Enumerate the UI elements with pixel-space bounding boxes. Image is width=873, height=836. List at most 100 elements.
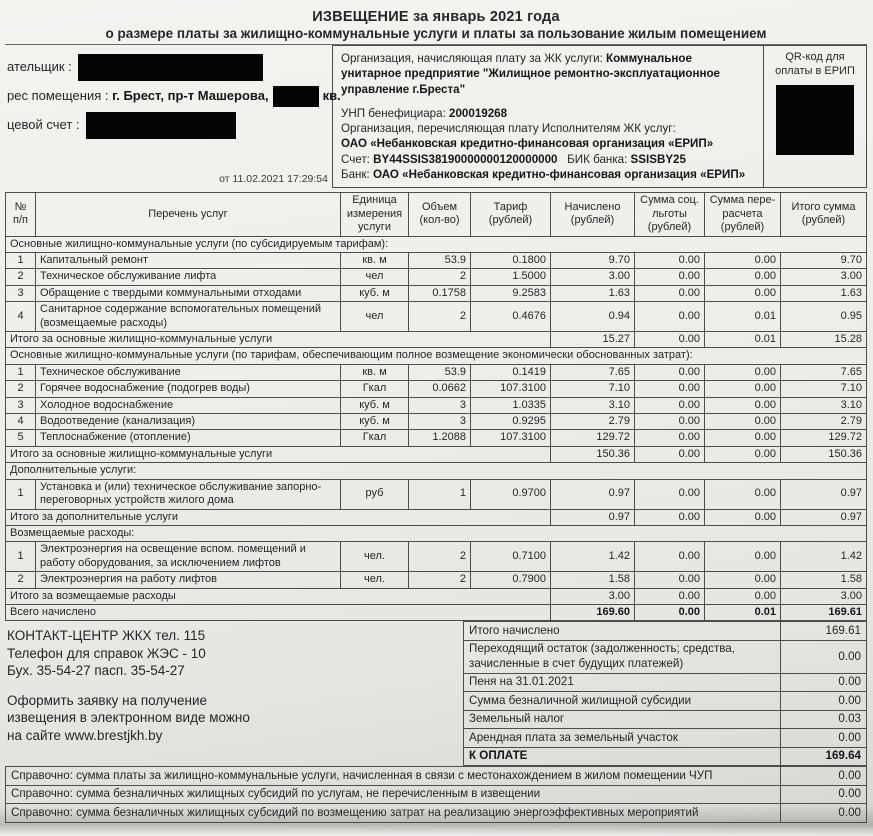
unp-value: 200019268 xyxy=(449,106,508,120)
summary-label: Итого начислено xyxy=(463,621,781,641)
service-cell: 1 xyxy=(408,478,471,510)
service-cell: 0.9295 xyxy=(470,413,551,431)
summary-row: К ОПЛАТЕ 169.64 xyxy=(463,746,867,767)
service-cell: 0.00 xyxy=(704,251,781,270)
service-cell: 129.72 xyxy=(780,429,867,447)
service-cell: 3 xyxy=(5,284,36,303)
summary-value: 0.00 xyxy=(780,639,867,674)
service-cell: 1 xyxy=(5,363,36,382)
service-cell: 129.72 xyxy=(550,429,635,447)
service-cell: куб. м xyxy=(340,413,409,431)
service-cell: 9.70 xyxy=(780,251,867,270)
reference-value: 0.00 xyxy=(780,766,867,786)
summary-label: Пеня на 31.01.2021 xyxy=(463,672,781,693)
service-cell: чел xyxy=(340,268,409,286)
service-section-row: Основные жилищно-коммунальные услуги (по… xyxy=(5,347,867,365)
service-cell: 9.70 xyxy=(550,251,635,270)
account-line: цевой счет : xyxy=(7,112,330,139)
service-cell: 0.00 xyxy=(634,541,705,573)
section-total-label: Итого за основные жилищно-коммунальные у… xyxy=(5,445,551,464)
reference-value: 0.00 xyxy=(780,784,867,805)
address-suffix: кв. xyxy=(322,87,341,103)
service-cell: 0.00 xyxy=(704,284,781,303)
service-cell: 2 xyxy=(5,380,36,398)
section-total-row: Итого за основные жилищно-коммунальные у… xyxy=(5,331,867,349)
service-cell: 0.7900 xyxy=(470,571,551,589)
section-total-label: Итого за возмещаемые расходы xyxy=(5,587,551,605)
service-cell: 2.79 xyxy=(550,413,635,431)
service-cell: 0.7100 xyxy=(470,541,551,573)
service-cell: 3 xyxy=(408,396,471,415)
service-cell: 0.00 xyxy=(704,268,781,286)
service-cell: Техническое обслуживание лифта xyxy=(35,268,341,286)
service-cell: 1.5000 xyxy=(470,268,551,286)
service-cell: 1 xyxy=(5,541,36,573)
section-total-value: 0.97 xyxy=(550,508,635,526)
col-header-recalc: Сумма пере- расчета (рублей) xyxy=(704,192,781,237)
payer-label: ательщик : xyxy=(7,58,72,74)
reference-value: 0.00 xyxy=(780,803,867,823)
service-cell: 0.97 xyxy=(550,478,635,510)
reference-label: Справочно: сумма безналичных жилищных су… xyxy=(5,784,781,805)
grand-total-value: 169.61 xyxy=(780,603,867,622)
section-header-label: Дополнительные услуги: xyxy=(5,462,867,480)
grand-total-row: Всего начислено 169.60 0.00 0.01 169.61 xyxy=(5,603,867,622)
iban-value: BY44SSIS38190000000120000000 xyxy=(373,152,558,166)
contact-line: КОНТАКТ-ЦЕНТР ЖКХ тел. 115 xyxy=(7,628,206,644)
service-cell: 0.1800 xyxy=(470,251,551,270)
reference-row: Справочно: сумма безналичных жилищных су… xyxy=(5,784,867,805)
summary-row: Переходящий остаток (задолженность; сред… xyxy=(463,639,867,674)
service-cell: Гкал xyxy=(340,429,409,447)
contact-block: КОНТАКТ-ЦЕНТР ЖКХ тел. 115 Телефон для сп… xyxy=(5,621,463,766)
service-cell: 0.00 xyxy=(634,396,705,415)
service-cell: 0.9700 xyxy=(470,478,551,510)
section-total-row: Итого за основные жилищно-коммунальные у… xyxy=(5,445,867,464)
section-header-label: Возмещаемые расходы: xyxy=(5,524,867,543)
service-cell: 4 xyxy=(5,301,36,333)
service-cell: куб. м xyxy=(340,284,409,303)
service-row: 5 Теплоснабжение (отопление) Гкал 1.2088 107… xyxy=(5,429,867,447)
bank-name: ОАО «Небанковская кредитно-финансовая ор… xyxy=(372,168,746,182)
payer-name-redaction xyxy=(77,54,263,81)
summary-value: 0.03 xyxy=(780,709,867,730)
service-cell: 2 xyxy=(5,268,36,286)
service-cell: Гкал xyxy=(340,380,409,398)
service-cell: 0.00 xyxy=(634,380,705,398)
service-cell: 2 xyxy=(408,541,471,573)
service-row: 2 Горячее водоснабжение (подогрев воды) Гк… xyxy=(5,380,867,398)
document-title-block: ИЗВЕЩЕНИЕ за январь 2021 года о размере … xyxy=(5,5,867,44)
reference-row: Справочно: сумма платы за жилищно-коммун… xyxy=(5,766,867,786)
service-cell: 1.58 xyxy=(550,571,635,589)
contact-line: извещения в электронном виде можно xyxy=(7,710,250,726)
service-cell: 7.65 xyxy=(550,363,635,382)
service-cell: 0.0662 xyxy=(408,380,471,398)
summary-value: 169.64 xyxy=(780,746,867,767)
service-cell: 3.00 xyxy=(780,268,867,286)
section-header-label: Основные жилищно-коммунальные услуги (по… xyxy=(5,347,867,365)
service-cell: руб xyxy=(340,478,409,510)
col-header-volume: Объем (кол-во) xyxy=(408,192,471,237)
service-cell: 1.42 xyxy=(550,541,635,573)
service-cell: 2 xyxy=(408,268,471,286)
summary-label: Сумма безналичной жилищной субсидии xyxy=(463,691,781,711)
section-total-label: Итого за дополнительные услуги xyxy=(5,508,551,526)
service-cell: 2 xyxy=(408,571,471,589)
section-total-value: 15.27 xyxy=(550,331,635,349)
service-cell: 0.00 xyxy=(634,429,705,447)
service-cell: чел xyxy=(340,301,409,333)
service-cell: 3 xyxy=(5,396,36,415)
service-cell: 3.00 xyxy=(550,268,635,286)
section-total-row: Итого за дополнительные услуги 0.97 0.00 0.… xyxy=(5,508,867,526)
summary-label: Земельный налог xyxy=(463,709,781,730)
service-cell: Теплоснабжение (отопление) xyxy=(35,429,341,447)
service-row: 4 Санитарное содержание вспомогательных п… xyxy=(5,301,867,333)
section-total-value: 150.36 xyxy=(780,445,867,464)
summary-value: 0.00 xyxy=(780,672,867,693)
payer-block: ательщик : рес помещения : г. Брест, пр-… xyxy=(5,45,341,188)
section-total-value: 0.00 xyxy=(704,508,781,526)
apartment-redaction xyxy=(272,86,319,107)
organization-block: Организация, начисляющая плату за ЖК усл… xyxy=(332,45,867,189)
service-cell: Электроэнергия на освещение вспом. помещ… xyxy=(35,541,341,573)
summary-value: 0.00 xyxy=(780,728,867,748)
